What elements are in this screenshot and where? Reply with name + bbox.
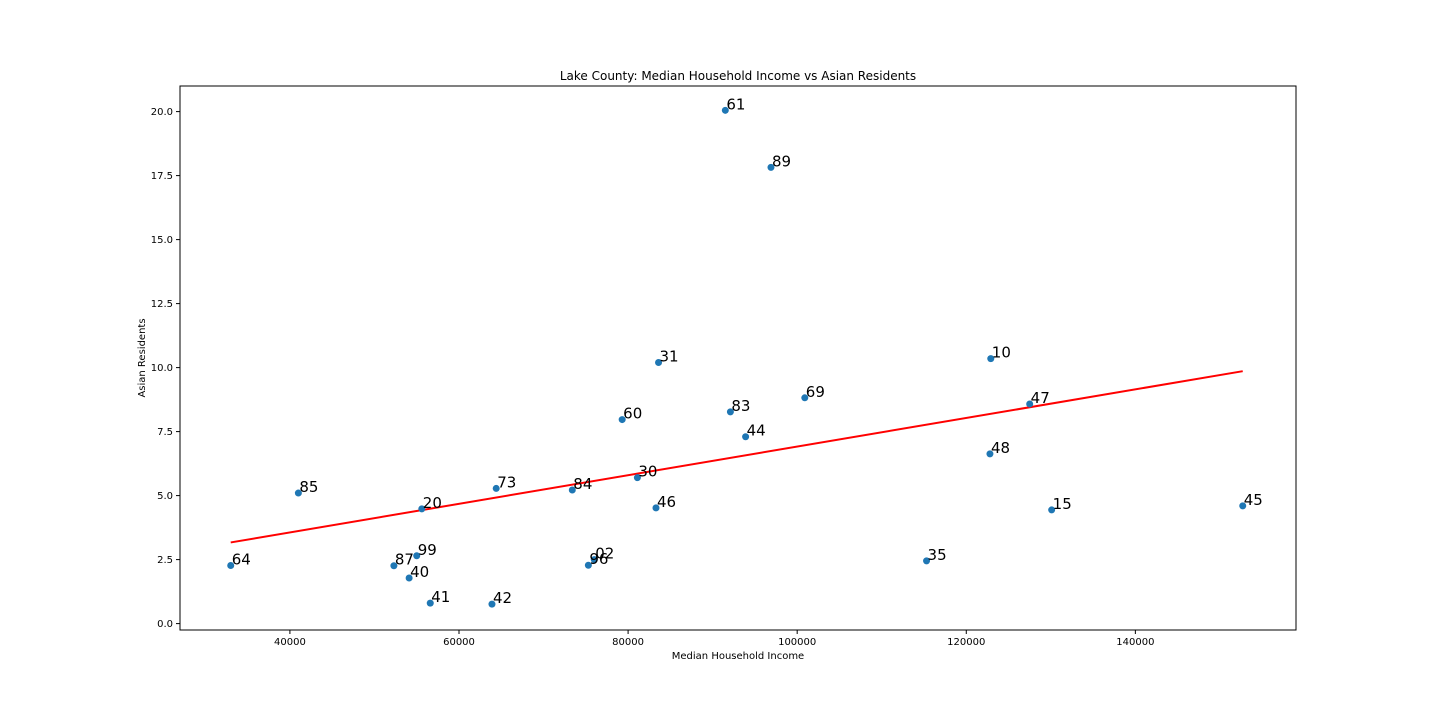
y-tick-label: 7.5 [157, 427, 173, 438]
point-labels-group: 61 89 31 10 69 47 83 60 44 48 30 73 84 85 46 20 45 15 99 02… [232, 95, 1263, 607]
y-tick-label: 17.5 [151, 171, 173, 182]
data-point [426, 599, 434, 607]
data-point [721, 106, 729, 114]
data-point [227, 561, 235, 569]
x-axis: 40000 60000 80000 100000 120000 140000 [274, 630, 1154, 648]
x-tick-label: 80000 [612, 637, 644, 648]
data-point [726, 408, 734, 416]
trendline [230, 370, 1243, 544]
data-point [418, 505, 426, 513]
y-axis-title: Asian Residents [137, 318, 148, 397]
y-tick-label: 2.5 [157, 555, 173, 566]
point-label: 45 [1244, 491, 1263, 509]
data-points-group [227, 106, 1247, 608]
point-label: 15 [1053, 495, 1072, 513]
point-label: 83 [731, 397, 750, 415]
point-label: 89 [772, 152, 791, 170]
x-axis-title: Median Household Income [672, 651, 804, 662]
point-label: 84 [573, 475, 592, 493]
point-label: 48 [991, 439, 1010, 457]
point-label: 44 [747, 422, 766, 440]
x-tick-label: 60000 [443, 637, 475, 648]
point-label: 20 [423, 494, 442, 512]
y-tick-label: 10.0 [151, 363, 173, 374]
data-point [294, 489, 302, 497]
data-point [655, 358, 663, 366]
y-tick-label: 12.5 [151, 299, 173, 310]
y-tick-label: 5.0 [157, 491, 173, 502]
chart-title: Lake County: Median Household Income vs … [560, 69, 916, 83]
x-tick-label: 40000 [274, 637, 306, 648]
x-tick-label: 100000 [778, 637, 816, 648]
data-point [584, 561, 592, 569]
y-tick-label: 20.0 [151, 107, 173, 118]
data-point [568, 486, 576, 494]
point-label: 41 [431, 588, 450, 606]
point-label: 73 [497, 473, 516, 491]
point-label: 40 [410, 563, 429, 581]
trendline-group [230, 370, 1243, 544]
point-label: 30 [638, 463, 657, 481]
data-point [801, 394, 809, 402]
data-point [652, 504, 660, 512]
point-label: 47 [1031, 389, 1050, 407]
point-label: 35 [928, 546, 947, 564]
data-point [986, 450, 994, 458]
data-point [488, 600, 496, 608]
plot-area-frame [179, 85, 1297, 631]
point-label: 46 [657, 493, 676, 511]
data-point [923, 557, 931, 565]
x-tick-label: 120000 [947, 637, 985, 648]
point-label: 69 [806, 383, 825, 401]
data-point [742, 433, 750, 441]
y-tick-label: 15.0 [151, 235, 173, 246]
data-point [390, 562, 398, 570]
point-label: 31 [660, 347, 679, 365]
y-axis: 0.0 2.5 5.0 7.5 10.0 12.5 15.0 17.5 20.0 [151, 107, 180, 630]
data-point [590, 556, 598, 564]
point-label: 96 [589, 550, 608, 568]
data-point [413, 552, 421, 560]
point-label: 42 [493, 589, 512, 607]
data-point [987, 355, 995, 363]
data-point [618, 416, 626, 424]
data-point [1026, 400, 1034, 408]
data-point [405, 574, 413, 582]
y-tick-label: 0.0 [157, 619, 173, 630]
point-label: 64 [232, 550, 251, 568]
data-point [1239, 502, 1247, 510]
point-label: 02 [595, 545, 614, 563]
data-point [492, 484, 500, 492]
data-point [1048, 506, 1056, 514]
data-point [767, 163, 775, 171]
point-label: 85 [299, 478, 318, 496]
point-label: 60 [623, 405, 642, 423]
point-label: 10 [992, 344, 1011, 362]
x-tick-label: 140000 [1116, 637, 1154, 648]
point-label: 99 [418, 541, 437, 559]
point-label: 61 [726, 95, 745, 113]
point-label: 87 [395, 551, 414, 569]
data-point [633, 474, 641, 482]
